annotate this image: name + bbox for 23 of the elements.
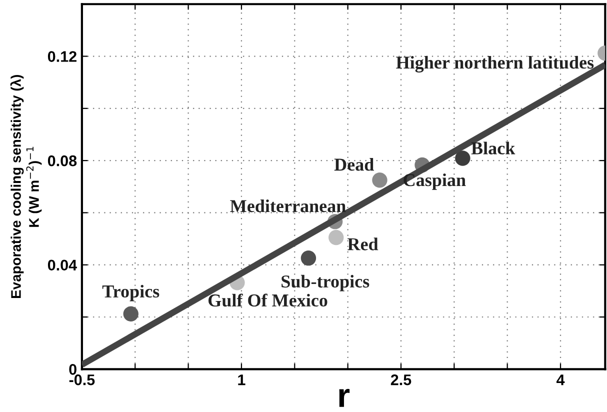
point [123,306,138,322]
annotation: Gulf Of Mexico [208,294,328,307]
x-tick-label: -0.5 [69,374,95,386]
x-tick-label: 4 [556,374,565,386]
x-axis-title: r [339,388,350,407]
annotation: Dead [334,158,374,171]
y-tick-label: 0 [69,364,76,375]
y-tick-label: 0.08 [48,155,77,166]
y-axis-title: Evaporative cooling sensitivity (λ) K (W m$^{−2}$)$^{−1}$ [10,75,42,298]
y-tick-label: 0.12 [48,51,76,62]
x-tick-label: 1 [238,374,246,386]
annotation: Black [471,142,516,154]
point [372,172,388,188]
x-tick-label: 2.5 [390,374,412,386]
annotation: Red [348,238,378,250]
annotation: Higher northern latitudes [396,56,594,73]
y-tick-label: 0.04 [48,260,78,271]
annotation: Tropics [102,284,160,302]
point [455,150,470,166]
point [300,250,316,266]
annotation: Mediterranean [230,200,346,212]
annotation: Sub-tropics [282,274,370,292]
point [328,230,344,246]
